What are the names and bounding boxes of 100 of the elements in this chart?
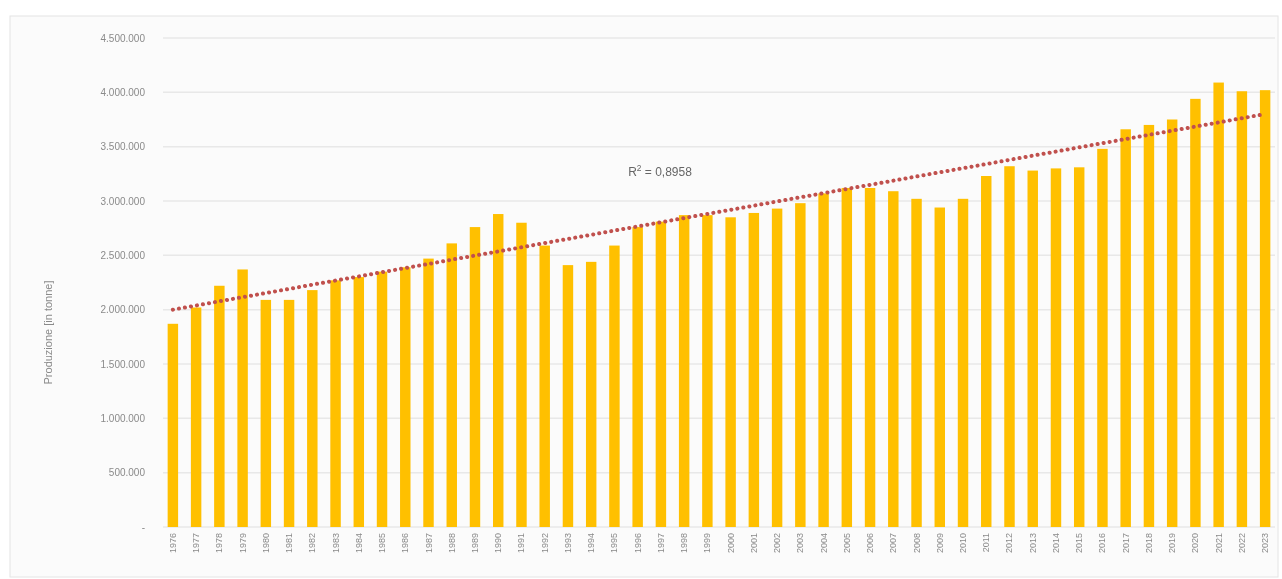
x-tick-label: 2021 xyxy=(1213,533,1224,554)
x-tick-label: 1997 xyxy=(655,533,666,554)
x-tick-label: 1989 xyxy=(469,533,480,554)
bar xyxy=(981,176,992,527)
bar xyxy=(469,227,481,527)
y-tick-label: 3.500.000 xyxy=(100,141,146,153)
x-tick-label: 2003 xyxy=(795,533,806,554)
bar xyxy=(214,285,225,527)
bar xyxy=(678,215,690,527)
bar xyxy=(1004,166,1015,527)
bar xyxy=(1073,167,1085,527)
x-tick-label: 2007 xyxy=(888,533,899,554)
x-tick-label: 2001 xyxy=(748,533,759,554)
x-tick-label: 2013 xyxy=(1027,533,1038,554)
bar xyxy=(423,258,434,527)
x-tick-label: 1996 xyxy=(632,533,643,554)
bar xyxy=(353,277,365,527)
bar xyxy=(1259,90,1271,527)
y-tick-label: 2.500.000 xyxy=(100,249,146,261)
x-tick-label: 2018 xyxy=(1143,533,1154,554)
bar xyxy=(400,267,411,527)
x-tick-label: 1984 xyxy=(353,533,364,554)
bar xyxy=(1166,119,1178,527)
bar xyxy=(911,198,922,527)
y-axis-title: Produzione [in tonne] xyxy=(42,280,54,385)
x-tick-label: 1985 xyxy=(377,533,388,554)
bar xyxy=(1050,168,1062,527)
x-tick-label: 1992 xyxy=(539,533,550,554)
x-tick-label: 2023 xyxy=(1260,533,1271,554)
bar xyxy=(493,214,504,527)
bar xyxy=(1213,82,1224,527)
bar xyxy=(818,193,829,527)
bar xyxy=(585,261,597,527)
bar xyxy=(237,269,248,527)
x-tick-label: 2020 xyxy=(1190,533,1201,554)
x-tick-label: 2014 xyxy=(1050,533,1061,554)
x-tick-label: 1998 xyxy=(679,533,690,554)
x-tick-label: 2000 xyxy=(725,533,736,554)
x-tick-label: 1995 xyxy=(609,533,620,554)
bar xyxy=(562,265,574,527)
bar xyxy=(260,299,272,527)
y-tick-label: 4.000.000 xyxy=(100,86,146,98)
x-tick-label: 1978 xyxy=(214,533,225,554)
bar xyxy=(841,187,853,527)
x-tick-label: 2009 xyxy=(934,533,945,554)
bar xyxy=(888,191,899,527)
bar xyxy=(655,221,667,527)
bar xyxy=(167,323,179,527)
y-tick-label: 1.000.000 xyxy=(100,412,146,424)
bar xyxy=(190,307,202,527)
x-tick-label: 1981 xyxy=(284,533,295,554)
bar xyxy=(376,271,388,527)
x-tick-label: 2012 xyxy=(1004,533,1015,554)
bar xyxy=(1143,124,1155,527)
bar xyxy=(864,187,876,527)
x-tick-label: 1980 xyxy=(260,533,271,554)
x-tick-label: 1999 xyxy=(702,533,713,554)
bar xyxy=(702,215,713,527)
x-tick-label: 1987 xyxy=(423,533,434,554)
bar xyxy=(748,212,760,527)
y-tick-label: 3.000.000 xyxy=(100,195,146,207)
bar xyxy=(516,222,527,527)
bar xyxy=(957,198,969,527)
y-tick-label: 500.000 xyxy=(108,467,146,479)
bar xyxy=(446,243,457,527)
x-tick-label: 1977 xyxy=(191,533,202,554)
bar xyxy=(771,208,783,527)
bar xyxy=(330,280,341,527)
x-tick-label: 2011 xyxy=(981,533,992,553)
bar xyxy=(307,290,318,527)
x-tick-label: 2002 xyxy=(772,533,783,554)
bar xyxy=(934,207,945,527)
bar xyxy=(632,227,643,527)
x-tick-label: 2019 xyxy=(1167,533,1178,554)
x-tick-label: 1982 xyxy=(307,533,318,554)
x-tick-label: 1991 xyxy=(516,533,527,554)
bar xyxy=(609,245,620,527)
x-tick-label: 1988 xyxy=(446,533,457,554)
bar xyxy=(1027,170,1038,527)
bar xyxy=(539,245,550,527)
y-tick-label: 1.500.000 xyxy=(100,358,146,370)
x-tick-label: 1976 xyxy=(167,533,178,554)
x-tick-label: 2008 xyxy=(911,533,922,554)
bar xyxy=(1120,129,1131,527)
x-tick-label: 1979 xyxy=(237,533,248,554)
y-tick-label: 2.000.000 xyxy=(100,304,146,316)
x-tick-label: 1983 xyxy=(330,533,341,554)
x-tick-label: 2005 xyxy=(841,533,852,554)
bar xyxy=(795,203,806,527)
x-tick-label: 2010 xyxy=(958,533,969,554)
x-tick-label: 2016 xyxy=(1097,533,1108,554)
x-tick-label: 2015 xyxy=(1074,533,1085,554)
bar xyxy=(283,299,295,527)
x-tick-label: 1990 xyxy=(493,533,504,554)
y-tick-label: 4.500.000 xyxy=(100,32,146,44)
x-tick-label: 2004 xyxy=(818,533,829,554)
x-tick-label: 1993 xyxy=(562,533,573,554)
bar xyxy=(1236,91,1248,527)
bar xyxy=(1097,148,1108,527)
x-tick-label: 2006 xyxy=(865,533,876,554)
